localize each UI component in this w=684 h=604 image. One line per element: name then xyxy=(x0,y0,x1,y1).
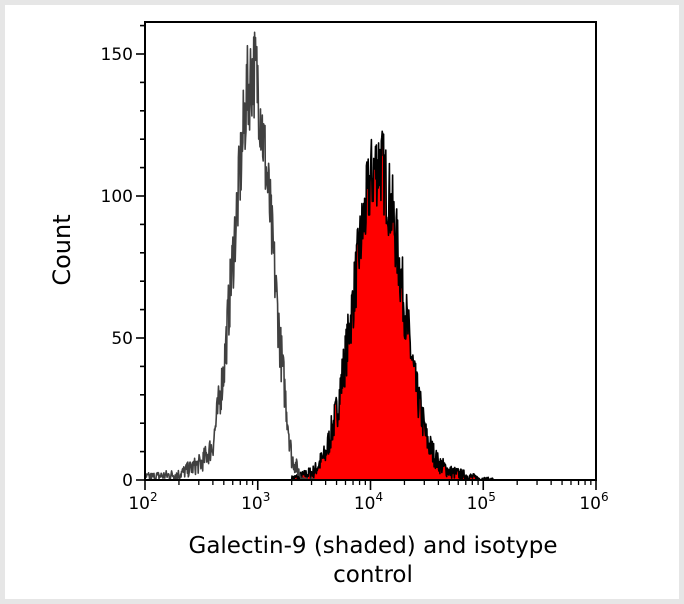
galectin-9-shaded-histogram xyxy=(290,130,496,481)
y-tick-label: 100 xyxy=(101,187,133,207)
y-tick-label: 50 xyxy=(111,329,133,349)
x-axis-label-line-1: Galectin-9 (shaded) and isotype xyxy=(188,533,558,559)
y-axis-label: Count xyxy=(48,214,76,286)
x-tick-label: 104 xyxy=(354,490,383,514)
x-tick-label: 106 xyxy=(579,490,608,514)
x-tick-label: 105 xyxy=(467,490,496,514)
x-tick-label: 103 xyxy=(241,490,270,514)
x-axis-label: Galectin-9 (shaded) and isotype control xyxy=(133,532,613,590)
isotype-control-outline xyxy=(144,31,315,481)
x-tick-label: 102 xyxy=(128,490,157,514)
x-axis-label-line-2: control xyxy=(333,562,413,588)
y-tick-label: 0 xyxy=(122,471,133,491)
y-tick-label: 150 xyxy=(101,45,133,65)
